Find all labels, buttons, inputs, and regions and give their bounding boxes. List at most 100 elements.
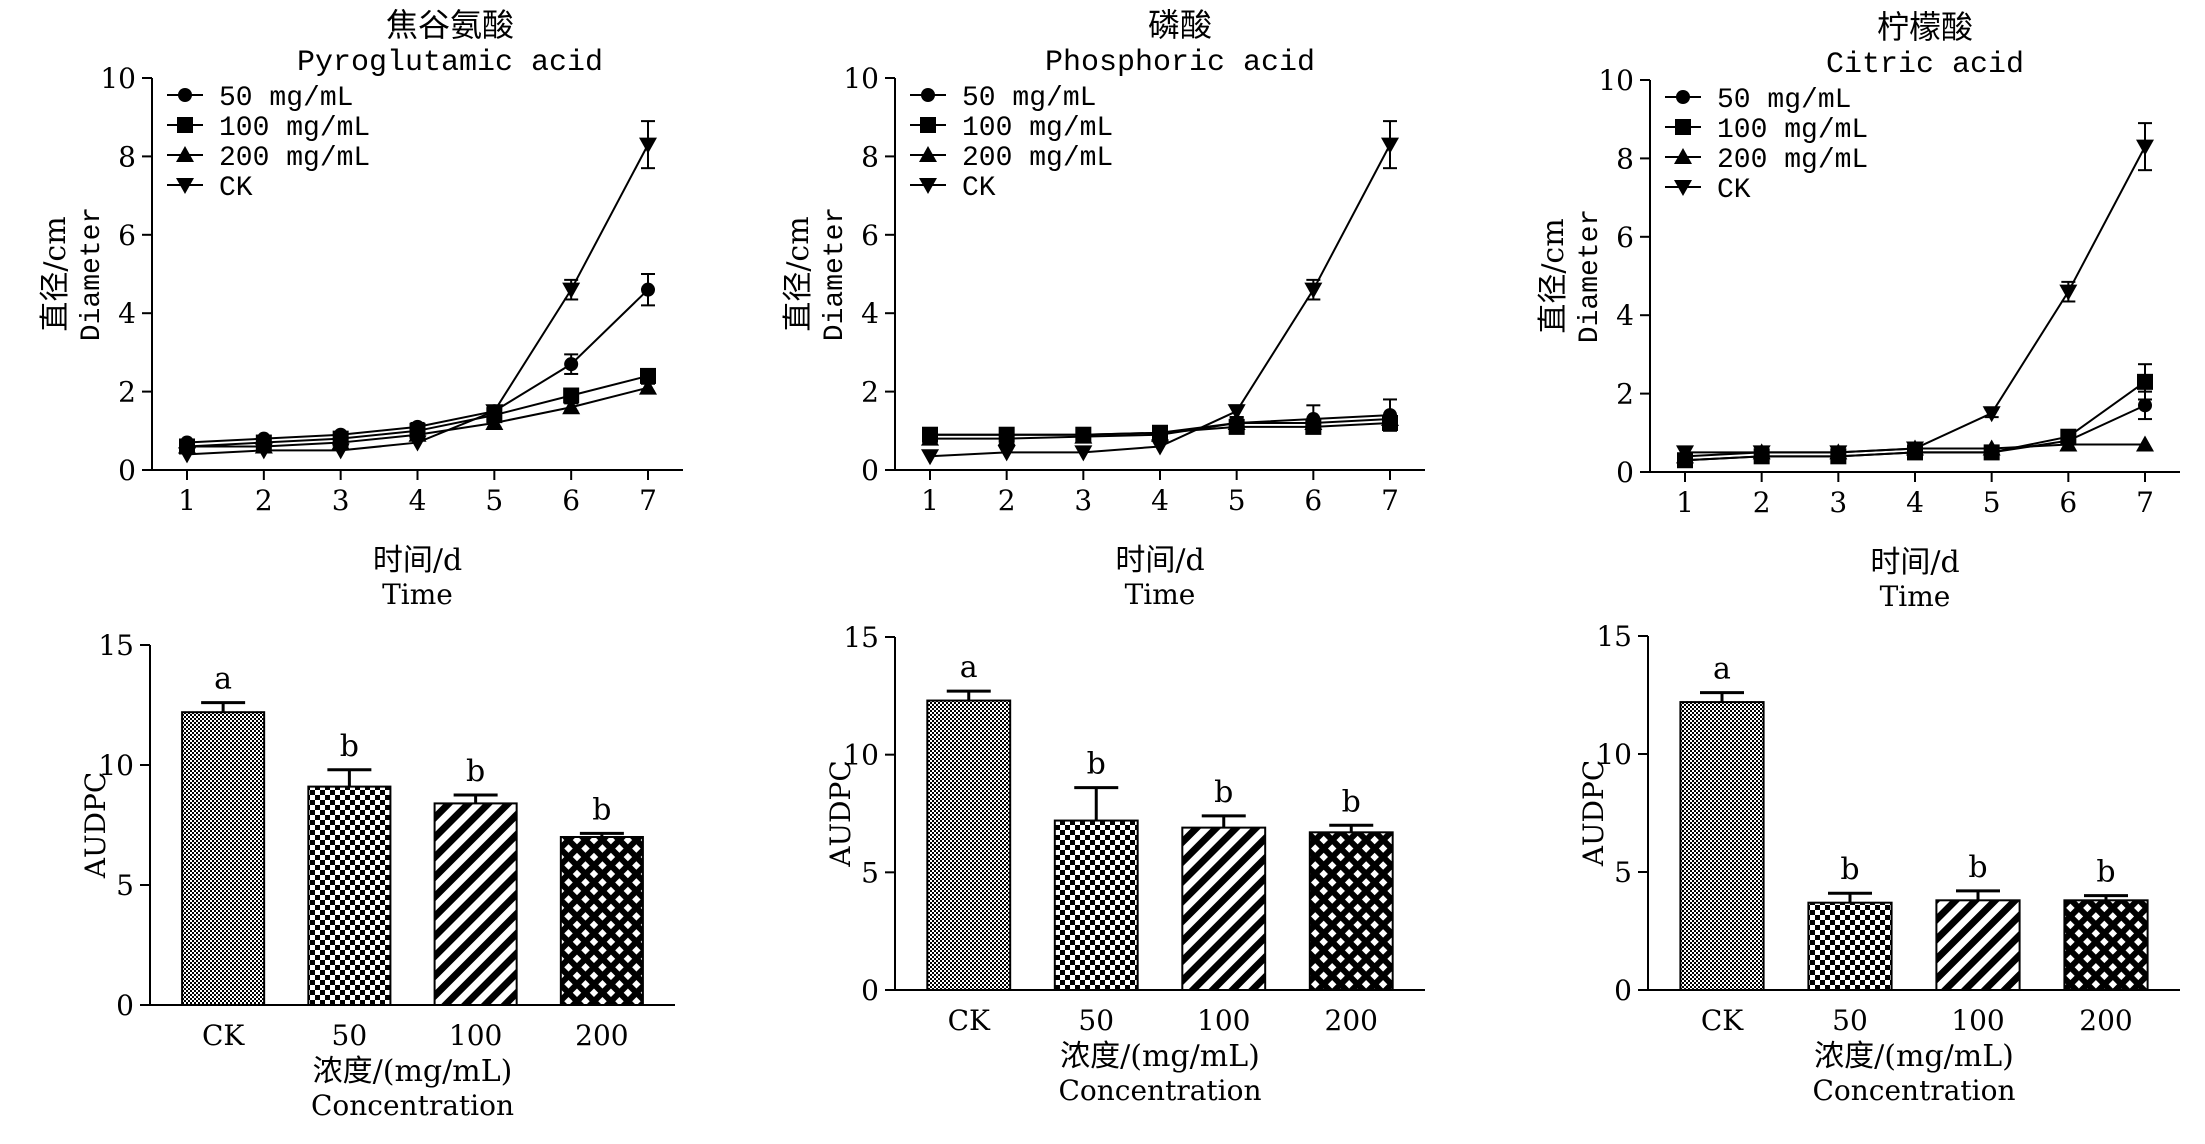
legend-marker [1674,148,1692,164]
x-tick-label: 4 [1151,484,1169,517]
y-tick-label: 4 [1616,299,1634,332]
bar-chart-3: 0 5 10 15 AUDPC a CK b 50 b 100 b 200 浓度/(mg/mL)Conce… [1577,620,2180,1107]
significance-letter: b [1968,850,1987,885]
data-point [331,443,350,460]
data-point [1676,445,1694,462]
y-tick-label: 5 [861,856,879,889]
x-tick-label: 2 [998,484,1016,517]
data-point [564,357,579,372]
legend-marker [176,178,194,194]
x-tick-label: 50 [1832,1004,1868,1037]
data-point [2136,435,2154,452]
significance-letter: b [466,754,485,789]
bar [559,836,644,1006]
significance-letter: a [1713,652,1731,687]
data-point [997,445,1016,462]
data-point [1151,439,1169,456]
significance-letter: b [592,792,611,827]
x-axis-title: 浓度/(mg/mL) [313,1054,513,1089]
y-axis-label: 直径/cm Diameter [781,207,851,341]
bar [1807,901,1893,991]
significance-letter: b [1087,747,1106,782]
legend-marker [1675,119,1691,135]
series-line [186,288,649,444]
legend-label: CK [1717,175,1751,206]
significance-letter: b [2096,855,2115,890]
x-tick-label: 6 [2059,486,2077,519]
y-tick-label: 0 [1616,456,1634,489]
x-tick-label: 5 [1228,484,1246,517]
data-point [1304,282,1323,299]
x-tick-label: 1 [178,484,196,517]
x-tick-label: 100 [449,1019,502,1052]
y-tick-label: 10 [100,62,136,95]
legend-label: 50 mg/mL [219,83,353,114]
y-tick-label: 8 [1616,142,1634,175]
bar [181,711,266,1006]
y-axis-title: 直径/cm [1536,218,1571,333]
bar-chart-2: 0 5 10 15 AUDPC a CK b 50 b 100 b 200 浓度/(mg/mL)Conce… [824,621,1425,1107]
chart-subtitle: Pyroglutamic acid [297,46,603,80]
y-tick-label: 0 [861,454,879,487]
data-point [1227,413,1246,430]
x-axis-title-en: Time [1125,578,1196,611]
data-point [1074,427,1093,444]
bar [1935,899,2021,992]
y-tick-label: 10 [843,62,879,95]
x-axis-title-en: Concentration [1812,1074,2015,1107]
x-tick-label: 50 [1078,1004,1114,1037]
x-axis-title-en: Time [1880,580,1951,613]
y-tick-label: 8 [861,140,879,173]
y-tick-label: 6 [861,219,879,252]
y-axis-title: 直径/cm [781,216,816,331]
significance-letter: b [1342,784,1361,819]
significance-letter: b [1840,852,1859,887]
bar [2063,899,2149,992]
x-tick-label: 3 [1829,486,1847,519]
legend-marker [1674,180,1692,196]
y-tick-label: 10 [1598,64,1634,97]
series-line [929,144,1391,458]
x-axis-title: 时间/d [373,543,462,578]
data-point [1151,425,1169,442]
data-point [1074,445,1093,462]
y-axis-title-en: Diameter [77,207,108,341]
data-point [562,282,581,299]
y-tick-label: 5 [116,869,134,902]
y-axis-label: AUDPC [824,760,857,868]
chart-subtitle: Phosphoric acid [1045,46,1315,80]
data-point [2136,139,2154,156]
legend-marker [920,117,936,133]
data-point [1227,404,1246,421]
bar-chart-1: 0 5 10 15 AUDPC a CK b 50 b 100 b 200 浓度/(mg/mL)Conce… [79,629,675,1122]
data-point [2138,398,2152,413]
x-tick-label: CK [1701,1004,1744,1037]
y-tick-label: 4 [118,297,136,330]
legend-label: 50 mg/mL [1717,85,1851,116]
y-tick-label: 2 [118,376,136,409]
y-axis-label: AUDPC [79,772,112,880]
data-point [563,387,580,404]
x-axis-title-en: Concentration [1058,1074,1261,1107]
significance-letter: b [1214,775,1233,810]
y-axis-title: AUDPC [824,760,857,868]
y-tick-label: 15 [98,629,134,662]
data-point [1304,413,1323,430]
significance-letter: a [214,662,232,697]
x-tick-label: 4 [409,484,427,517]
x-tick-label: 6 [1304,484,1322,517]
legend-marker [176,146,194,162]
significance-letter: b [340,729,359,764]
x-axis-title: 时间/d [1115,543,1204,578]
x-tick-label: 100 [1197,1004,1250,1037]
chart-title: 柠檬酸 [1877,8,1973,46]
data-point [1752,445,1771,462]
data-point [254,443,273,460]
x-tick-label: CK [948,1004,991,1037]
x-tick-label: 2 [1753,486,1771,519]
legend-marker [178,88,192,102]
data-point [1381,410,1399,427]
y-tick-label: 0 [1614,974,1632,1007]
